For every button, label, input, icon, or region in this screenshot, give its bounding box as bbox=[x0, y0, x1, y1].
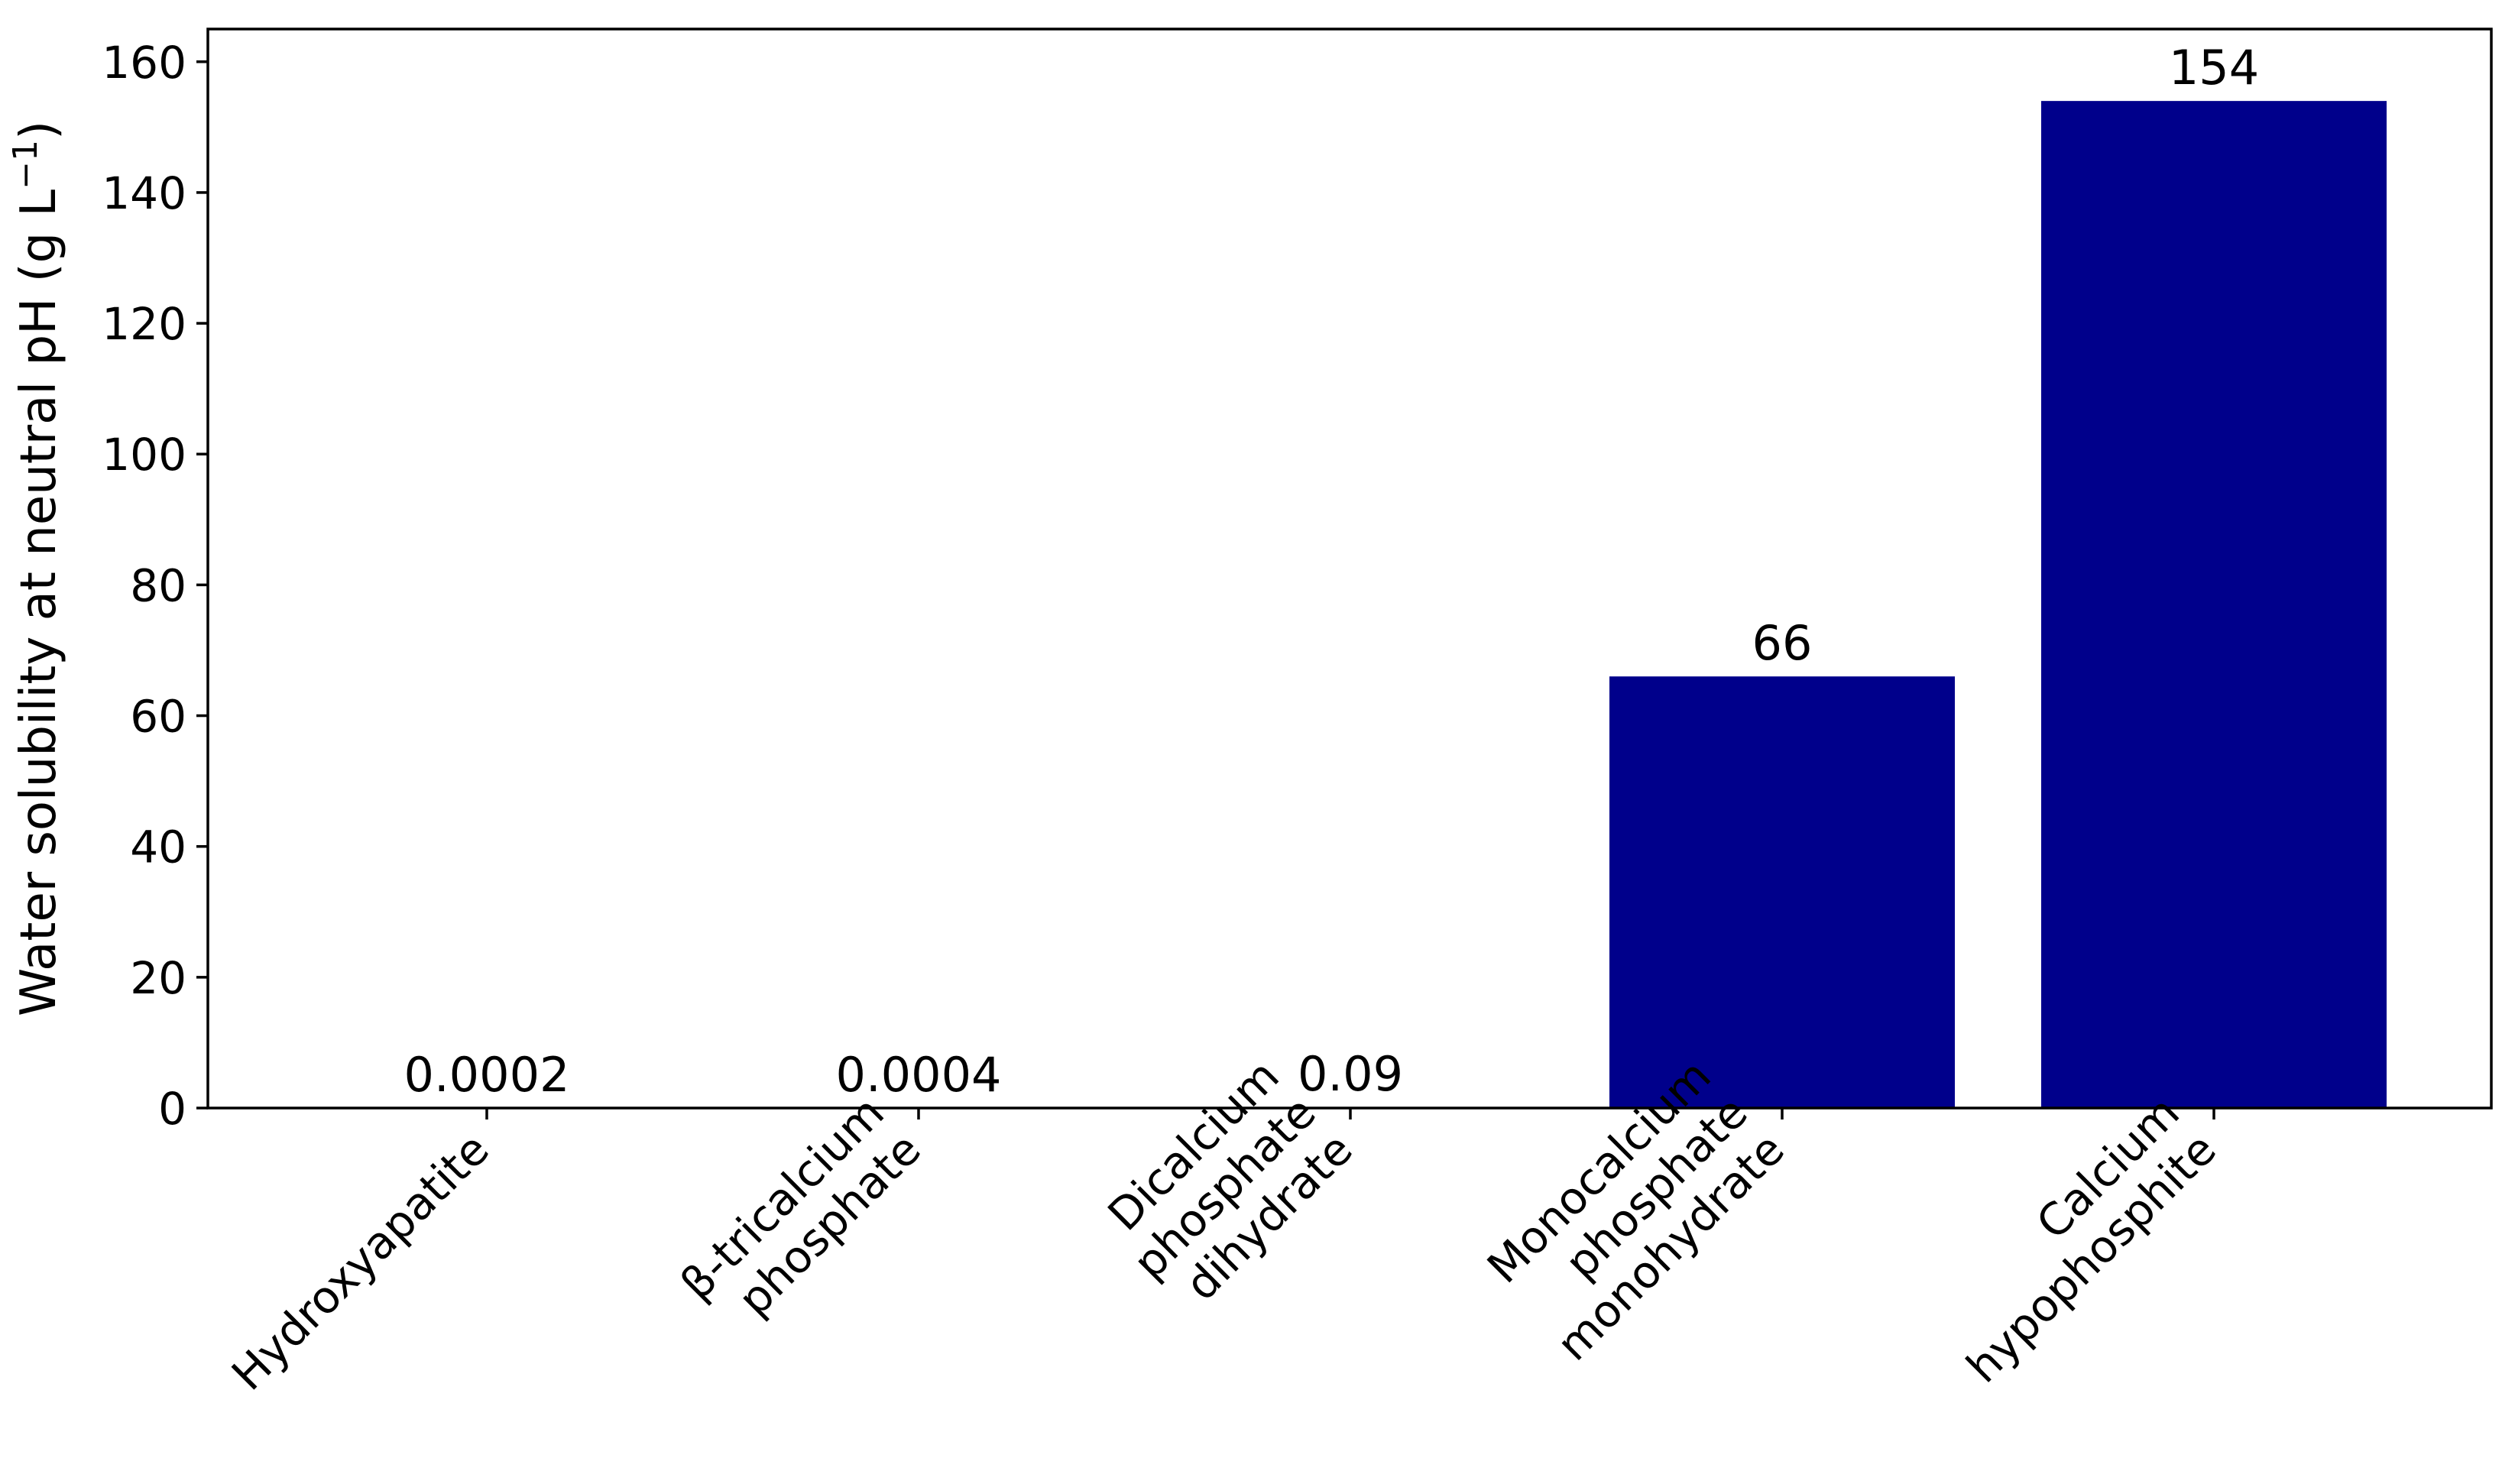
data-label: 154 bbox=[2169, 40, 2259, 96]
y-tick-label: 140 bbox=[102, 167, 186, 219]
y-tick-label: 100 bbox=[102, 429, 186, 481]
y-tick-label: 160 bbox=[102, 37, 186, 89]
y-axis-title-close: ) bbox=[11, 121, 67, 140]
y-tick-label: 80 bbox=[130, 559, 186, 611]
data-labels: 0.0002 0.0004 0.09 66 154 bbox=[404, 40, 2260, 1103]
y-axis-title: Water solubility at neutral pH (g L−1) bbox=[6, 121, 67, 1016]
y-tick-label: 20 bbox=[130, 952, 186, 1004]
bar bbox=[2041, 101, 2387, 1109]
y-axis-title-main: Water solubility at neutral pH (g L bbox=[11, 189, 67, 1016]
y-tick-label: 40 bbox=[130, 821, 186, 873]
y-tick-label: 0 bbox=[158, 1083, 186, 1135]
data-label: 0.0002 bbox=[404, 1047, 570, 1103]
y-tick-label: 60 bbox=[130, 691, 186, 743]
y-axis-title-superscript: −1 bbox=[6, 140, 45, 190]
y-axis: 0 20 40 60 80 100 120 140 160 bbox=[102, 37, 208, 1135]
data-label: 0.0004 bbox=[836, 1047, 1002, 1103]
data-label: 0.09 bbox=[1298, 1046, 1403, 1102]
bar bbox=[1609, 676, 1955, 1108]
y-tick-label: 120 bbox=[102, 298, 186, 350]
data-label: 66 bbox=[1752, 615, 1813, 671]
bars-layer bbox=[314, 101, 2387, 1109]
